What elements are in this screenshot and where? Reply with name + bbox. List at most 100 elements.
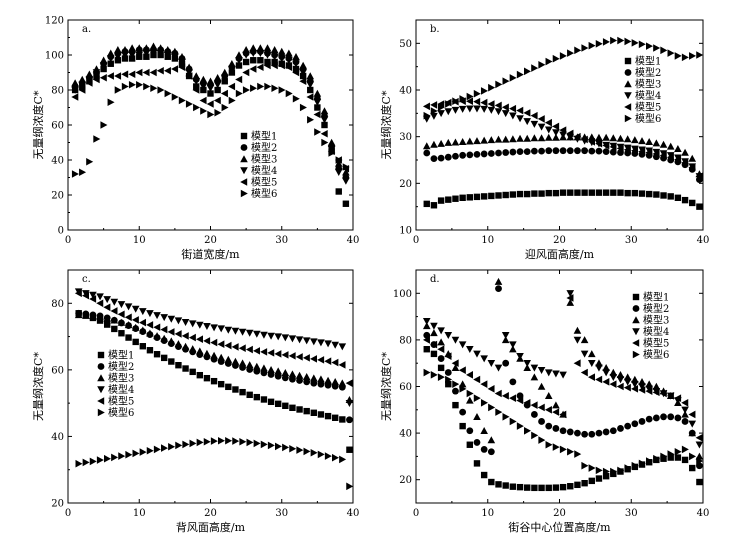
data-point xyxy=(156,44,165,52)
data-point xyxy=(660,455,667,462)
data-point xyxy=(524,190,531,198)
data-point xyxy=(530,373,539,381)
legend-marker xyxy=(97,408,105,417)
data-point xyxy=(595,189,603,196)
data-point xyxy=(581,479,588,487)
data-point xyxy=(199,75,208,83)
data-point xyxy=(253,393,261,401)
data-point xyxy=(509,345,517,353)
data-point xyxy=(552,147,560,155)
data-point xyxy=(267,366,275,374)
data-point xyxy=(689,52,697,60)
panel-label: a. xyxy=(82,24,91,35)
data-point xyxy=(328,149,336,157)
data-point xyxy=(674,52,682,60)
data-point xyxy=(156,50,165,58)
data-point xyxy=(609,143,617,151)
data-point xyxy=(285,57,293,65)
data-point xyxy=(257,82,265,91)
data-point xyxy=(667,413,675,421)
data-point xyxy=(150,84,158,93)
data-point xyxy=(588,464,596,472)
legend-marker xyxy=(240,144,248,151)
data-point xyxy=(609,427,617,435)
data-point xyxy=(544,118,552,127)
data-point xyxy=(71,79,79,87)
data-point xyxy=(638,378,646,386)
data-point xyxy=(99,73,107,82)
data-point xyxy=(466,427,474,435)
data-point xyxy=(188,345,197,353)
data-point xyxy=(573,132,581,141)
data-point xyxy=(132,338,139,346)
data-point xyxy=(86,157,94,166)
data-point xyxy=(537,382,546,390)
data-point xyxy=(523,364,532,372)
y-axis-label: 无量纲浓度C* xyxy=(379,90,393,159)
legend-marker xyxy=(240,155,248,163)
data-point xyxy=(430,322,438,330)
data-point xyxy=(573,336,582,344)
chart-panel-1: 0 10 20 30 401020304050b.迎风面高度/m无量纲浓度C*模型1模型… xyxy=(379,19,709,261)
data-point xyxy=(516,115,524,123)
data-point xyxy=(338,343,347,351)
x-axis-label: 街谷中心位置高度/m xyxy=(508,520,611,534)
data-point xyxy=(288,352,296,360)
data-point xyxy=(103,321,111,328)
y-tick-label: 0 xyxy=(58,226,64,237)
data-point xyxy=(203,349,211,357)
data-point xyxy=(217,353,225,361)
data-point xyxy=(509,191,517,198)
data-point xyxy=(502,191,509,199)
data-point xyxy=(545,147,553,155)
data-point xyxy=(466,194,474,201)
data-point xyxy=(210,338,218,347)
x-axis-label: 背风面高度/m xyxy=(176,520,246,534)
data-point xyxy=(523,148,531,156)
data-point xyxy=(281,374,289,382)
data-point xyxy=(689,199,696,207)
data-point xyxy=(422,102,430,111)
data-point xyxy=(624,422,632,430)
series-4 xyxy=(71,50,350,185)
data-point xyxy=(509,417,517,426)
data-point xyxy=(110,316,119,324)
data-point xyxy=(466,97,474,105)
data-point xyxy=(567,49,575,57)
data-point xyxy=(238,359,247,367)
data-point xyxy=(196,335,204,344)
data-point xyxy=(610,470,617,478)
chart-panel-0: 0 10 20 30 40 0 20 40 60 80 100 120 a. 街道宽度/m 无量纲浓度C* 模… xyxy=(31,16,359,262)
data-point xyxy=(610,36,618,45)
series-3 xyxy=(74,311,354,404)
data-point xyxy=(210,377,218,385)
legend-marker xyxy=(632,305,640,312)
data-point xyxy=(495,481,502,488)
data-point xyxy=(509,341,517,349)
data-point xyxy=(473,375,481,384)
data-point xyxy=(487,100,495,108)
y-tick-label: 80 xyxy=(399,335,412,346)
data-point xyxy=(295,336,304,344)
data-point xyxy=(100,121,108,129)
data-point xyxy=(538,436,546,444)
data-point xyxy=(242,86,250,94)
data-point xyxy=(306,93,314,101)
data-point xyxy=(445,375,453,384)
data-point xyxy=(256,63,264,72)
data-point xyxy=(480,105,488,113)
data-point xyxy=(422,142,431,150)
data-point xyxy=(196,371,204,379)
data-point xyxy=(437,355,445,362)
chart-panel-3: 0 10 20 30 40 20 40 60 80 100 d. 街谷中心位置高度/m 无量纲浓度C* 模… xyxy=(379,269,709,534)
data-point xyxy=(459,422,466,430)
series-3 xyxy=(71,42,350,176)
data-point xyxy=(466,441,474,448)
data-point xyxy=(281,351,289,359)
data-point xyxy=(292,68,300,77)
data-point xyxy=(567,483,574,490)
data-point xyxy=(217,325,225,333)
data-point xyxy=(331,453,339,462)
data-point xyxy=(121,70,129,79)
data-point xyxy=(494,135,503,143)
